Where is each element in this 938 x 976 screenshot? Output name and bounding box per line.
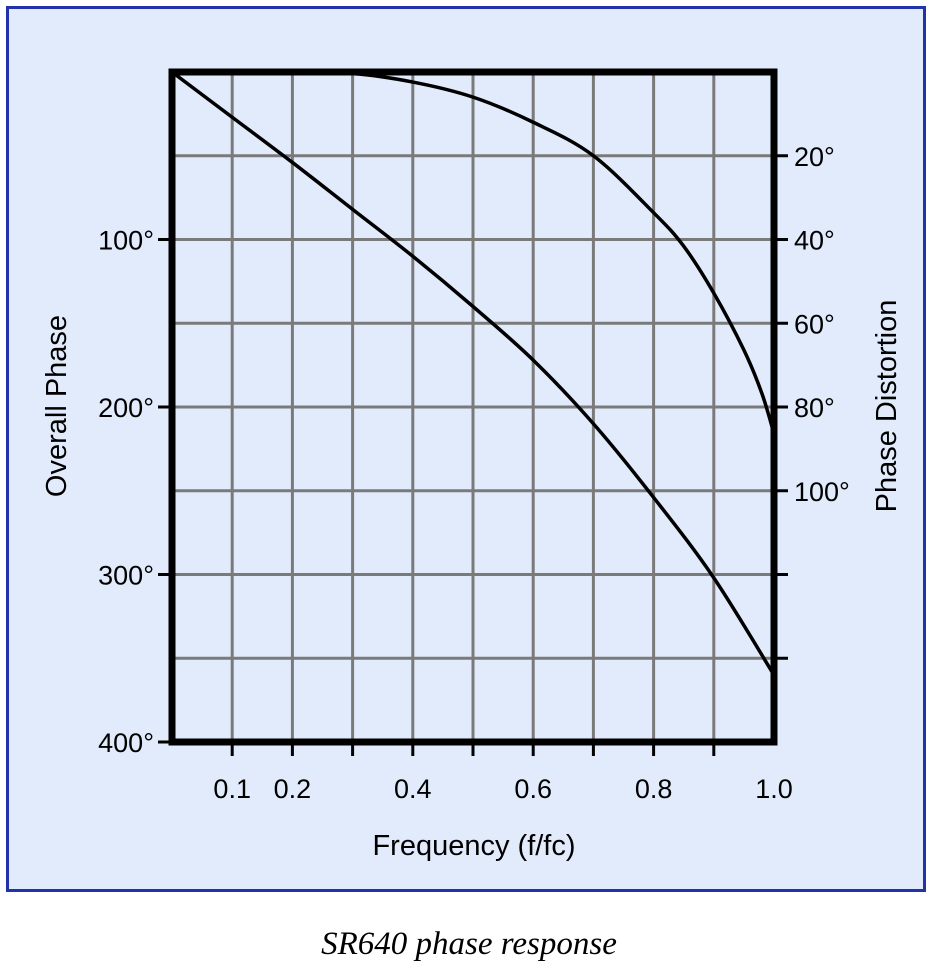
x-tick-label: 0.8 bbox=[635, 774, 673, 804]
right-tick-label: 100° bbox=[794, 477, 850, 507]
right-tick-label: 20° bbox=[794, 142, 835, 172]
right-tick-label: 40° bbox=[794, 226, 835, 256]
x-tick-label: 0.6 bbox=[514, 774, 552, 804]
x-tick-label: 0.1 bbox=[213, 774, 251, 804]
x-tick-label: 1.0 bbox=[755, 774, 793, 804]
axis-ticks: 0.1 0.2 0.4 0.6 0.8 1.0 100° 200° 300° 400° 20° 40°… bbox=[98, 142, 850, 804]
left-tick-label: 300° bbox=[98, 561, 154, 591]
x-tick-label: 0.2 bbox=[274, 774, 312, 804]
figure-caption: SR640 phase response bbox=[321, 926, 617, 962]
x-axis-title: Frequency (f/fc) bbox=[372, 830, 575, 862]
right-tick-label: 80° bbox=[794, 393, 835, 423]
right-tick-label: 60° bbox=[794, 309, 835, 339]
right-axis-title: Phase Distortion bbox=[871, 300, 903, 513]
left-tick-label: 100° bbox=[98, 226, 154, 256]
overall-phase-curve bbox=[170, 70, 776, 676]
left-axis-title: Overall Phase bbox=[41, 315, 73, 497]
x-tick-label: 0.4 bbox=[394, 774, 432, 804]
left-tick-label: 200° bbox=[98, 393, 154, 423]
grid-lines bbox=[172, 72, 774, 742]
left-tick-label: 400° bbox=[98, 728, 154, 758]
